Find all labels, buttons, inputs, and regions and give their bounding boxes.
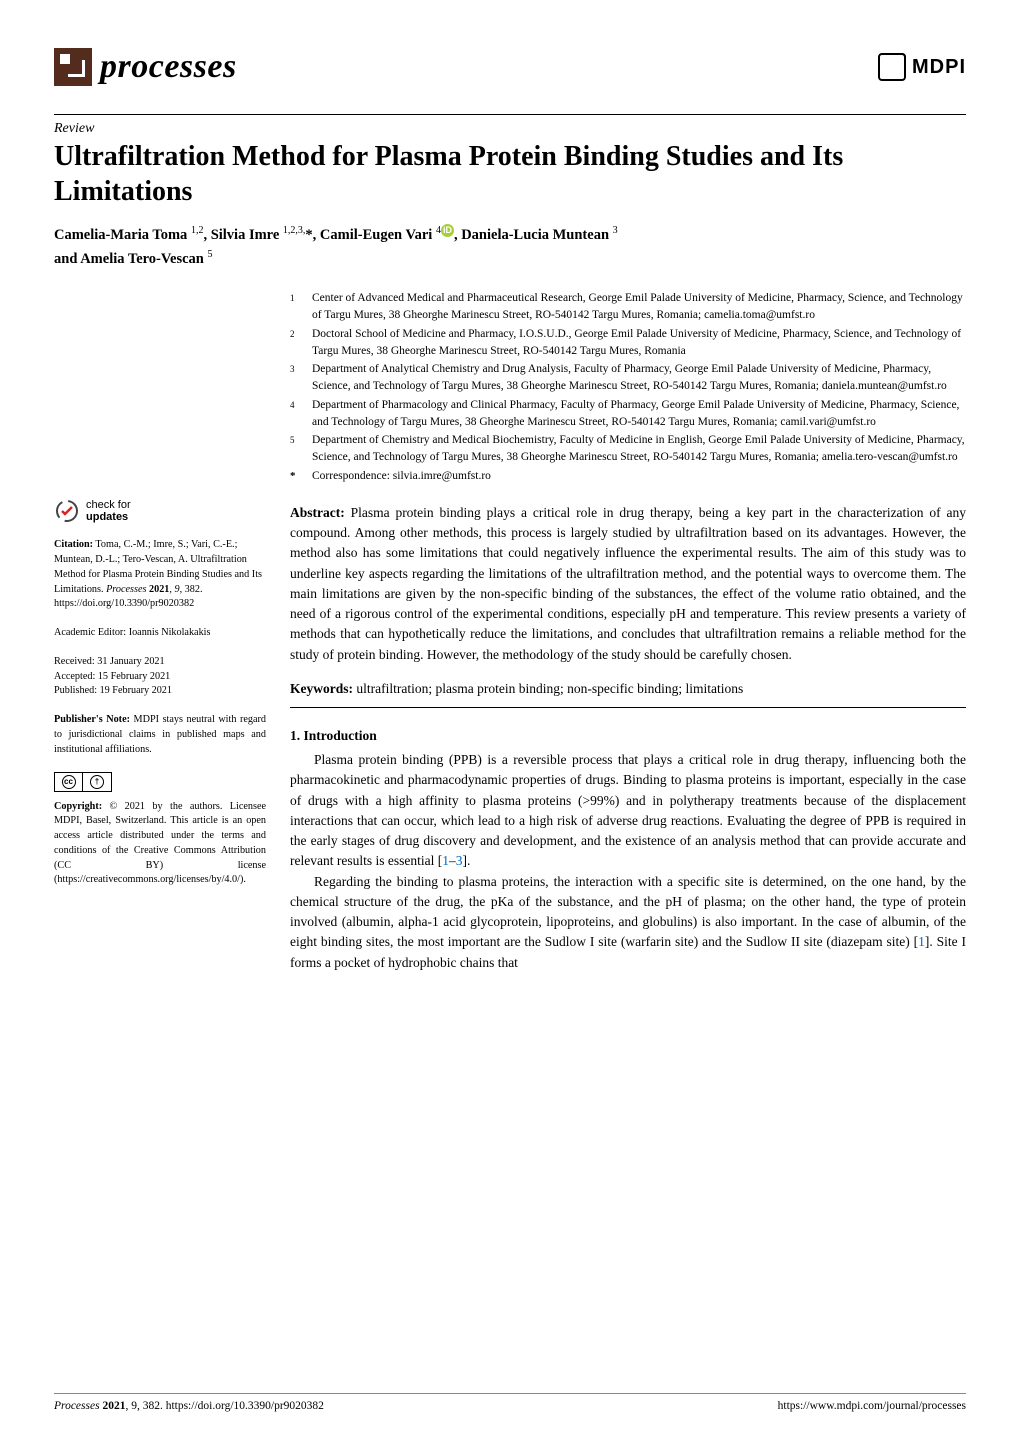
affil-text: Center of Advanced Medical and Pharmaceu… <box>312 290 966 325</box>
citation-doi[interactable]: https://doi.org/10.3390/pr9020382 <box>54 598 194 609</box>
body-text: Plasma protein binding (PPB) is a revers… <box>290 750 966 973</box>
affil-num: 3 <box>290 361 300 396</box>
mdpi-icon <box>878 53 906 81</box>
keywords-text: ultrafiltration; plasma protein binding;… <box>353 681 743 696</box>
header-row: processes MDPI <box>54 48 966 86</box>
by-icon: † <box>83 773 111 791</box>
affiliation-row: 3 Department of Analytical Chemistry and … <box>290 361 966 396</box>
affil-num: 4 <box>290 397 300 432</box>
affil-text: Correspondence: silvia.imre@umfst.ro <box>312 468 966 485</box>
article-type: Review <box>54 121 966 137</box>
check-for-label: check for <box>86 499 131 511</box>
affil-num: 5 <box>290 432 300 467</box>
citation-label: Citation: <box>54 539 93 550</box>
author-1: Camelia-Maria Toma <box>54 227 191 243</box>
abstract-label: Abstract: <box>290 505 345 520</box>
dates-block: Received: 31 January 2021 Accepted: 15 F… <box>54 655 266 699</box>
check-updates[interactable]: check for updates <box>54 498 266 524</box>
footer-journal: Processes <box>54 1400 102 1412</box>
orcid-icon[interactable]: iD <box>441 224 454 237</box>
pubnote-label: Publisher's Note: <box>54 714 130 725</box>
two-column-layout: check for updates Citation: Toma, C.-M.;… <box>54 290 966 973</box>
para-text: Plasma protein binding (PPB) is a revers… <box>290 752 966 868</box>
abstract: Abstract: Plasma protein binding plays a… <box>290 503 966 665</box>
accepted-date: Accepted: 15 February 2021 <box>54 670 266 685</box>
journal-icon <box>54 48 92 86</box>
received-date: Received: 31 January 2021 <box>54 655 266 670</box>
affiliation-row: 2 Doctoral School of Medicine and Pharmac… <box>290 326 966 361</box>
author-2: , Silvia Imre <box>203 227 282 243</box>
cc-badge: cc † <box>54 772 112 792</box>
footer-year: 2021 <box>102 1400 125 1412</box>
editor-name: Ioannis Nikolakakis <box>129 627 211 638</box>
check-updates-text: check for updates <box>86 499 131 523</box>
copyright-text: © 2021 by the authors. Licensee MDPI, Ba… <box>54 801 266 886</box>
journal-logo: processes <box>54 48 237 86</box>
keywords: Keywords: ultrafiltration; plasma protei… <box>290 679 966 699</box>
authors: Camelia-Maria Toma 1,2, Silvia Imre 1,2,… <box>54 223 966 270</box>
affil-num: 1 <box>290 290 300 325</box>
footer-right[interactable]: https://www.mdpi.com/journal/processes <box>778 1400 966 1412</box>
affiliation-row: 5 Department of Chemistry and Medical Bio… <box>290 432 966 467</box>
footer: Processes 2021, 9, 382. https://doi.org/… <box>54 1393 966 1412</box>
citation-link[interactable]: 1 <box>918 934 925 949</box>
affil-num: * <box>290 468 300 485</box>
paragraph: Regarding the binding to plasma proteins… <box>290 872 966 973</box>
paragraph: Plasma protein binding (PPB) is a revers… <box>290 750 966 872</box>
page: processes MDPI Review Ultrafiltration Me… <box>0 0 1020 1442</box>
citation-journal: Processes <box>106 584 149 595</box>
article-title: Ultrafiltration Method for Plasma Protei… <box>54 139 966 209</box>
para-text: – <box>449 853 456 868</box>
keywords-label: Keywords: <box>290 681 353 696</box>
para-text: ]. <box>462 853 470 868</box>
abstract-text: Plasma protein binding plays a critical … <box>290 505 966 662</box>
affiliations: 1 Center of Advanced Medical and Pharmace… <box>290 290 966 485</box>
footer-left: Processes 2021, 9, 382. https://doi.org/… <box>54 1400 324 1412</box>
license-badge: cc † <box>54 772 266 792</box>
rule-top <box>54 114 966 115</box>
citation-year: 2021 <box>149 584 169 595</box>
main-column: 1 Center of Advanced Medical and Pharmace… <box>290 290 966 973</box>
corresponding-star: * <box>305 227 312 243</box>
sidebar: check for updates Citation: Toma, C.-M.;… <box>54 290 266 973</box>
footer-rest: , 9, 382. https://doi.org/10.3390/pr9020… <box>125 1400 324 1412</box>
affil-text: Department of Analytical Chemistry and D… <box>312 361 966 396</box>
affiliation-row: * Correspondence: silvia.imre@umfst.ro <box>290 468 966 485</box>
citation-block: Citation: Toma, C.-M.; Imre, S.; Vari, C… <box>54 538 266 612</box>
published-date: Published: 19 February 2021 <box>54 684 266 699</box>
author-1-affil: 1,2 <box>191 225 204 236</box>
check-updates-icon <box>54 498 80 524</box>
author-5-affil: 5 <box>207 249 212 260</box>
citation-vol: , 9 <box>169 584 179 595</box>
publisher-name: MDPI <box>912 56 966 79</box>
editor-label: Academic Editor: <box>54 627 129 638</box>
affiliation-row: 1 Center of Advanced Medical and Pharmace… <box>290 290 966 325</box>
editor-block: Academic Editor: Ioannis Nikolakakis <box>54 626 266 641</box>
affil-text: Department of Pharmacology and Clinical … <box>312 397 966 432</box>
citation-pg: , 382. <box>180 584 203 595</box>
rule-mid <box>290 707 966 708</box>
citation-link[interactable]: 1 <box>442 853 449 868</box>
copyright-label: Copyright: <box>54 801 102 812</box>
copyright-block: Copyright: © 2021 by the authors. Licens… <box>54 800 266 889</box>
author-4-affil: 3 <box>613 225 618 236</box>
author-2-affil: 1,2,3, <box>283 225 306 236</box>
author-5: and Amelia Tero-Vescan <box>54 250 207 266</box>
section-heading: 1. Introduction <box>290 728 966 744</box>
cc-icon: cc <box>55 773 83 791</box>
publishers-note-block: Publisher's Note: MDPI stays neutral wit… <box>54 713 266 757</box>
affiliation-row: 4 Department of Pharmacology and Clinical… <box>290 397 966 432</box>
publisher-logo: MDPI <box>878 53 966 81</box>
para-text: Regarding the binding to plasma proteins… <box>290 874 966 950</box>
affil-num: 2 <box>290 326 300 361</box>
author-3: , Camil-Eugen Vari <box>313 227 436 243</box>
affil-text: Doctoral School of Medicine and Pharmacy… <box>312 326 966 361</box>
updates-label: updates <box>86 511 131 523</box>
affil-text: Department of Chemistry and Medical Bioc… <box>312 432 966 467</box>
journal-name: processes <box>100 48 237 86</box>
author-4: , Daniela-Lucia Muntean <box>454 227 613 243</box>
